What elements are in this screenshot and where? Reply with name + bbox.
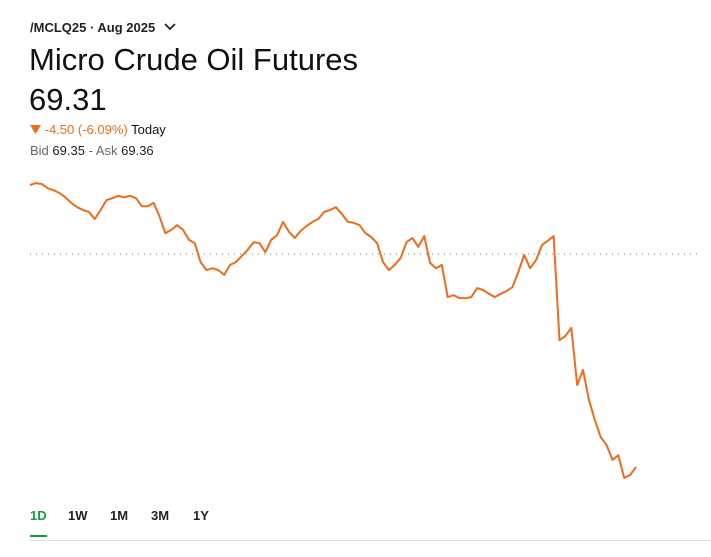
price-line [29,182,637,479]
bid-label: Bid [30,143,49,158]
symbol: /MCLQ25 · Aug 2025 [30,20,156,35]
bid-ask: Bid 69.35 - Ask 69.36 [30,143,154,158]
range-tab[interactable]: 1Y [193,508,209,523]
range-tab[interactable]: 1M [110,508,129,523]
range-tab[interactable]: 1D [30,508,47,537]
symbol-selector[interactable]: /MCLQ25 · Aug 2025 [30,20,177,35]
title: Micro Crude Oil Futures [29,42,359,77]
range-tab[interactable]: 1W [68,508,88,523]
change: -4.50 (-6.09%) [44,122,128,137]
ask-label: - Ask [88,143,118,158]
range-tabs: 1D 1W 1M 3M 1Y [0,508,711,542]
ask: 69.36 [121,143,154,158]
bid: 69.35 [52,143,85,158]
range-tab[interactable]: 3M [151,508,170,523]
change-row: -4.50 (-6.09%) Today [30,122,166,137]
down-triangle [30,125,41,134]
price: 69.31 [29,82,107,117]
chevron-icon [164,23,176,31]
period: Today [131,122,166,137]
divider [30,540,711,541]
chart [29,182,700,479]
